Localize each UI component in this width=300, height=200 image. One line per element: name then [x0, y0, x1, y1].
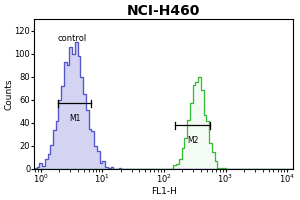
Text: M2: M2: [187, 136, 198, 145]
Text: M1: M1: [69, 114, 80, 123]
X-axis label: FL1-H: FL1-H: [151, 187, 177, 196]
Text: control: control: [58, 34, 87, 43]
Title: NCI-H460: NCI-H460: [127, 4, 201, 18]
Y-axis label: Counts: Counts: [4, 78, 13, 110]
